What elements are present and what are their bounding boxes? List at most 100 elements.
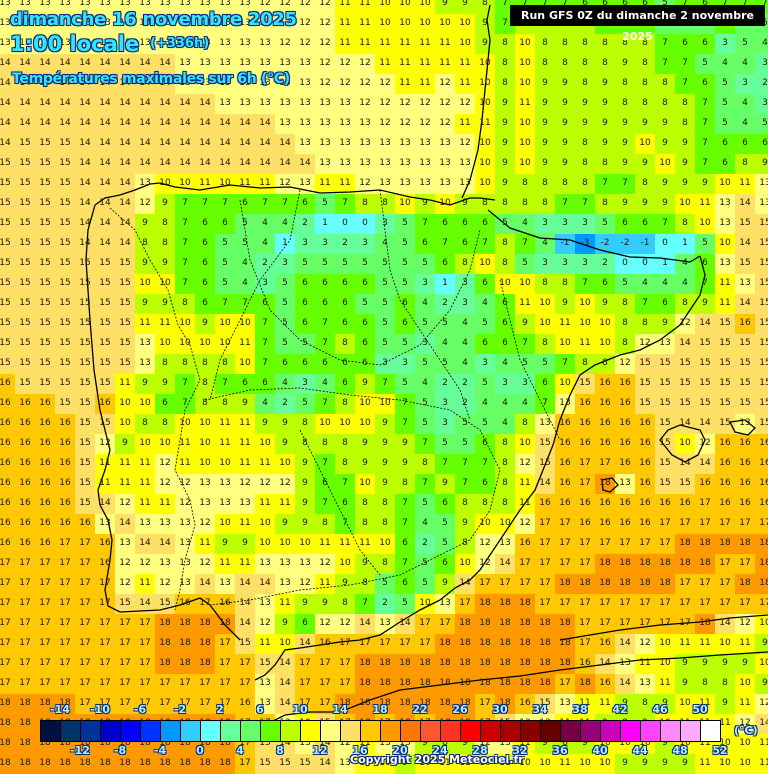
legend-swatch	[681, 721, 701, 741]
grid-value: 14	[219, 158, 231, 168]
grid-value: 10	[499, 518, 511, 528]
grid-value: 17	[239, 758, 251, 768]
grid-value: 6	[502, 318, 508, 328]
grid-value: 4	[282, 218, 288, 228]
grid-value: 15	[19, 338, 31, 348]
forecast-date: dimanche 16 novembre 2025	[10, 9, 297, 30]
grid-value: 18	[359, 658, 371, 668]
grid-value: 18	[59, 738, 71, 748]
grid-value: 5	[382, 258, 388, 268]
grid-value: 12	[439, 78, 451, 88]
grid-value: 13	[0, 0, 11, 8]
grid-value: 16	[759, 478, 768, 488]
grid-value: 9	[462, 738, 468, 748]
grid-value: 8	[622, 338, 628, 348]
grid-value: 8	[362, 498, 368, 508]
grid-value: 16	[39, 438, 51, 448]
grid-value: 15	[79, 498, 91, 508]
grid-value: 13	[199, 78, 211, 88]
grid-value: 18	[519, 638, 531, 648]
grid-value: 11	[259, 458, 271, 468]
grid-value: 15	[0, 218, 11, 228]
grid-value: 14	[19, 98, 31, 108]
grid-value: 13	[459, 178, 471, 188]
grid-value: 13	[439, 158, 451, 168]
grid-value: 16	[39, 538, 51, 548]
grid-value: 5	[382, 278, 388, 288]
grid-value: 14	[499, 558, 511, 568]
grid-value: 7	[702, 278, 708, 288]
grid-value: 10	[539, 318, 551, 328]
copyright: Copyright 2025 Meteociel.fr	[350, 753, 524, 766]
grid-value: 9	[642, 198, 648, 208]
grid-value: 13	[159, 0, 171, 8]
grid-value: 11	[419, 78, 431, 88]
grid-value: 18	[399, 678, 411, 688]
grid-value: 7	[182, 378, 188, 388]
grid-value: 12	[359, 58, 371, 68]
grid-value: 17	[519, 558, 531, 568]
grid-value: 11	[339, 38, 351, 48]
grid-value: 12	[379, 78, 391, 88]
grid-value: 5	[302, 338, 308, 348]
legend-label: 4	[236, 744, 244, 757]
grid-value: 13	[399, 738, 411, 748]
grid-value: 14	[79, 58, 91, 68]
grid-value: 15	[119, 318, 131, 328]
grid-value: 15	[119, 338, 131, 348]
grid-value: 17	[319, 658, 331, 668]
grid-value: 6	[342, 498, 348, 508]
grid-value: 14	[679, 418, 691, 428]
grid-value: 10	[399, 0, 411, 8]
grid-value: 12	[319, 0, 331, 8]
grid-value: 9	[682, 178, 688, 188]
grid-value: 15	[259, 738, 271, 748]
grid-value: 11	[659, 678, 671, 688]
grid-value: 17	[599, 538, 611, 548]
grid-value: 2	[422, 538, 428, 548]
grid-value: 8	[542, 198, 548, 208]
grid-value: 9	[502, 158, 508, 168]
grid-value: 15	[699, 358, 711, 368]
legend-swatch	[101, 721, 121, 741]
grid-value: 10	[159, 178, 171, 188]
grid-value: 13	[139, 358, 151, 368]
grid-value: 17	[59, 578, 71, 588]
grid-value: 15	[119, 298, 131, 308]
grid-value: 10	[539, 758, 551, 768]
legend-swatch	[281, 721, 301, 741]
grid-value: 16	[0, 458, 11, 468]
grid-value: 6	[202, 298, 208, 308]
grid-value: 18	[479, 638, 491, 648]
grid-value: 9	[362, 458, 368, 468]
grid-value: 13	[379, 738, 391, 748]
grid-value: 8	[622, 318, 628, 328]
grid-value: 10	[559, 378, 571, 388]
grid-value: 18	[539, 678, 551, 688]
grid-value: 8	[462, 498, 468, 508]
grid-value: 2	[262, 258, 268, 268]
grid-value: 12	[759, 698, 768, 708]
grid-value: 12	[319, 558, 331, 568]
grid-value: 18	[499, 618, 511, 628]
grid-value: 3	[402, 358, 408, 368]
grid-value: 11	[699, 698, 711, 708]
grid-value: 7	[502, 0, 508, 8]
grid-value: 9	[402, 458, 408, 468]
grid-value: 5	[742, 38, 748, 48]
grid-value: 14	[739, 298, 751, 308]
grid-value: 17	[179, 698, 191, 708]
grid-value: 11	[459, 58, 471, 68]
grid-value: 3	[582, 258, 588, 268]
grid-value: 11	[579, 338, 591, 348]
grid-value: 11	[239, 178, 251, 188]
grid-value: 8	[522, 418, 528, 428]
grid-value: 6	[542, 378, 548, 388]
grid-value: 11	[639, 658, 651, 668]
grid-value: 7	[222, 198, 228, 208]
grid-value: 13	[59, 18, 71, 28]
grid-value: 12	[339, 58, 351, 68]
grid-value: 17	[579, 638, 591, 648]
grid-value: 12	[279, 18, 291, 28]
grid-value: 5	[422, 578, 428, 588]
